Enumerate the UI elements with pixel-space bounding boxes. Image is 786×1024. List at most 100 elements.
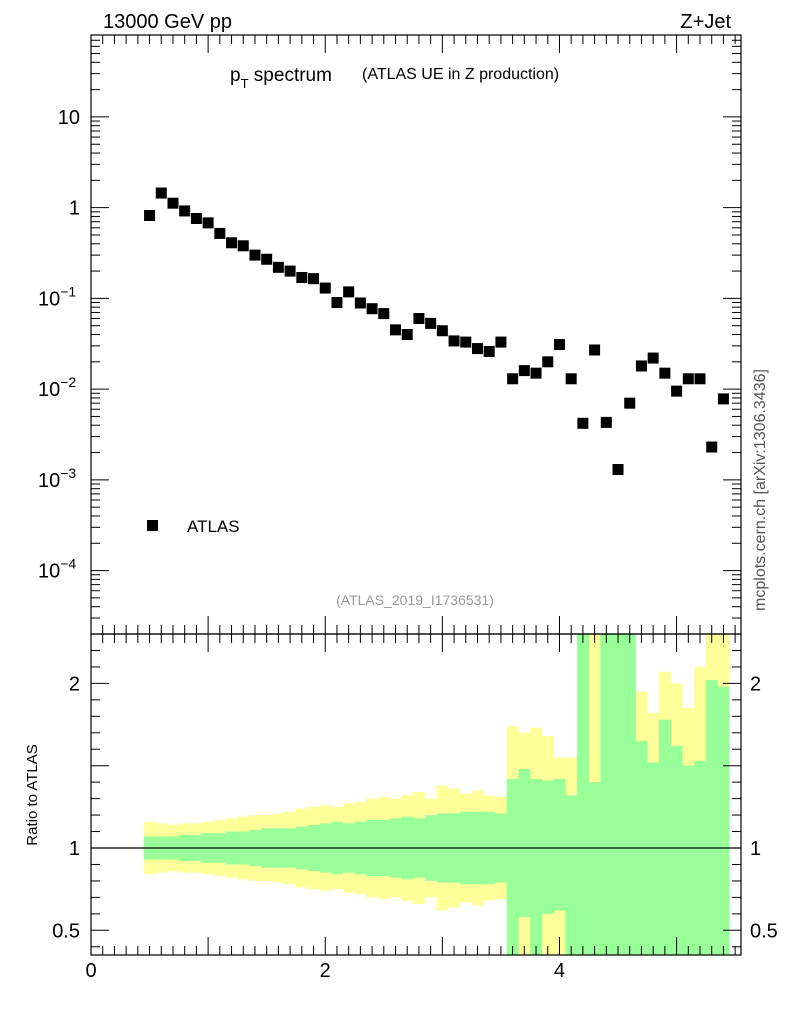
data-point <box>343 286 355 298</box>
data-point <box>390 324 402 336</box>
data-point <box>495 336 507 348</box>
data-point <box>226 237 238 249</box>
ratio-y-tick-label-right: 0.5 <box>750 920 778 942</box>
ratio-y-tick-label-right: 1 <box>750 838 761 860</box>
mcplots-side-label: mcplots.cern.ch [arXiv:1306.3436] <box>752 369 769 611</box>
data-point <box>284 265 296 277</box>
band-inner-bin <box>682 765 695 955</box>
data-point <box>436 325 448 337</box>
data-point <box>308 273 320 285</box>
data-point <box>179 205 191 217</box>
band-inner-bin <box>577 634 590 955</box>
data-point <box>448 335 460 347</box>
data-point <box>553 339 565 351</box>
data-point <box>507 373 519 385</box>
legend-marker <box>147 520 158 531</box>
data-point <box>272 261 284 273</box>
data-point <box>319 282 331 294</box>
tick-base: 10 <box>38 379 60 401</box>
main-y-tick-label: 1 <box>69 198 80 220</box>
tick-exponent: −3 <box>60 465 76 481</box>
band-inner-bin <box>705 680 718 955</box>
band-inner-bin <box>530 778 543 955</box>
energy-label: 13000 GeV pp <box>103 11 232 33</box>
data-point <box>624 397 636 409</box>
data-point <box>518 365 530 377</box>
data-point <box>366 303 378 315</box>
data-point <box>542 356 554 368</box>
band-inner-bin <box>553 778 566 911</box>
main-panel-frame <box>90 34 742 635</box>
ratio-y-axis: 2 2 1 1 0.5 0.5 <box>52 633 778 948</box>
data-point <box>167 197 179 209</box>
data-point <box>413 313 425 325</box>
data-point <box>155 187 167 199</box>
atlas-data-markers <box>144 187 729 476</box>
band-inner-bin <box>588 782 601 955</box>
data-point <box>460 336 472 348</box>
data-point <box>237 240 249 252</box>
tick-exponent: −4 <box>60 556 76 572</box>
data-point <box>600 416 612 428</box>
data-point <box>471 343 483 355</box>
data-point <box>354 297 366 309</box>
data-point <box>214 227 226 239</box>
ratio-y-label: Ratio to ATLAS <box>24 744 41 845</box>
band-inner-bin <box>659 719 672 955</box>
data-point <box>577 417 589 429</box>
tick-base: 10 <box>38 288 60 310</box>
title-subscript: T <box>241 76 249 91</box>
data-point <box>190 212 202 224</box>
ratio-y-tick-label-left: 2 <box>69 673 80 695</box>
band-inner-bin <box>600 634 613 955</box>
band-inner-bin <box>717 686 730 955</box>
data-point <box>565 373 577 385</box>
title-rest: spectrum <box>249 65 332 86</box>
data-point <box>706 441 718 453</box>
data-point <box>144 209 156 221</box>
data-point <box>378 308 390 320</box>
legend-label: ATLAS <box>187 517 240 536</box>
band-inner-bin <box>623 634 636 955</box>
title-note: (ATLAS UE in Z production) <box>362 66 559 83</box>
band-inner-bin <box>541 780 554 914</box>
data-point <box>717 393 729 405</box>
tick-base: 10 <box>38 561 60 583</box>
data-point <box>261 253 273 265</box>
plot-title: pT spectrum <box>230 65 332 91</box>
main-y-tick-label: 10−4 <box>38 556 76 583</box>
band-inner-bin <box>518 768 531 918</box>
band-inner-bin <box>670 745 683 955</box>
data-point <box>671 385 683 397</box>
data-point <box>635 360 647 372</box>
ratio-inner-band <box>143 634 730 955</box>
data-point <box>612 464 624 476</box>
ratio-panel-frame <box>90 633 742 956</box>
title-p: p <box>230 65 241 86</box>
main-y-tick-label: 10 <box>58 107 80 129</box>
data-point <box>694 373 706 385</box>
band-inner-bin <box>612 634 625 955</box>
process-label: Z+Jet <box>680 11 731 33</box>
data-point <box>296 271 308 283</box>
tick-exponent: −1 <box>60 283 76 299</box>
data-point <box>331 297 343 309</box>
data-point <box>401 329 413 340</box>
x-tick-label: 2 <box>320 960 331 982</box>
x-tick-label: 4 <box>554 960 565 982</box>
band-inner-bin <box>694 760 707 955</box>
main-y-tick-label: 10−3 <box>38 465 76 492</box>
analysis-label: (ATLAS_2019_I1736531) <box>336 592 494 608</box>
tick-exponent: −2 <box>60 374 76 390</box>
data-point <box>483 345 495 357</box>
main-y-tick-label: 10−2 <box>38 374 76 401</box>
data-point <box>425 317 437 329</box>
ratio-y-tick-label-left: 0.5 <box>52 920 80 942</box>
data-point <box>682 373 694 385</box>
main-y-tick-label: 10−1 <box>38 283 76 310</box>
band-inner-bin <box>647 762 660 955</box>
data-point <box>202 217 214 229</box>
band-inner-bin <box>565 795 578 955</box>
